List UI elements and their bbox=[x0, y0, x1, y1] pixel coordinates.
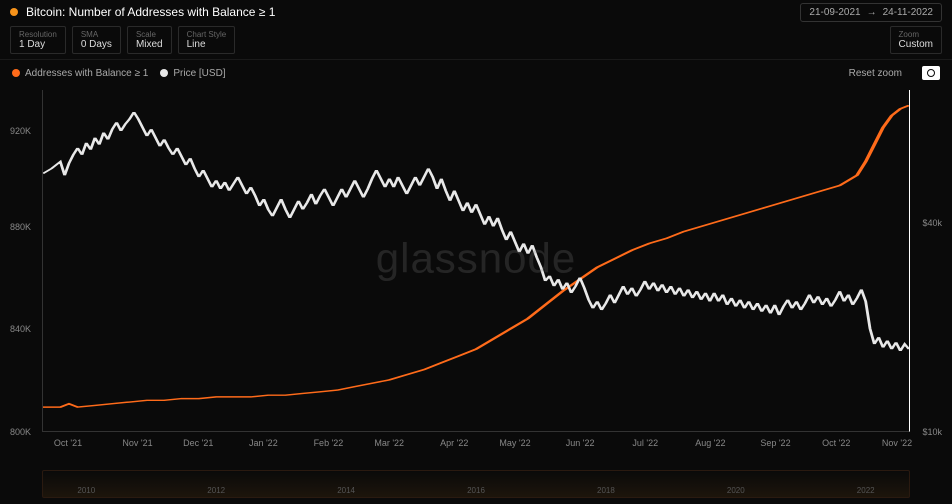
scale-dropdown[interactable]: Scale Mixed bbox=[127, 26, 172, 54]
controls-row: Resolution 1 Day SMA 0 Days Scale Mixed … bbox=[0, 24, 952, 60]
y-right-tick: $40k bbox=[922, 218, 942, 228]
date-to: 24-11-2022 bbox=[883, 7, 933, 18]
chart-style-dropdown[interactable]: Chart Style Line bbox=[178, 26, 236, 54]
x-tick: Jun '22 bbox=[566, 438, 595, 448]
nav-tick: 2022 bbox=[857, 486, 875, 495]
x-tick: Aug '22 bbox=[695, 438, 725, 448]
time-navigator[interactable]: 2010 2012 2014 2016 2018 2020 2022 bbox=[42, 470, 910, 498]
chart-title: Bitcoin: Number of Addresses with Balanc… bbox=[26, 5, 275, 19]
date-range-picker[interactable]: 21-09-2021 → 24-11-2022 bbox=[800, 3, 942, 22]
x-tick: Sep '22 bbox=[760, 438, 790, 448]
nav-tick: 2012 bbox=[207, 486, 225, 495]
series-price-line bbox=[43, 112, 909, 351]
reset-zoom-button[interactable]: Reset zoom bbox=[849, 68, 902, 79]
y-left-tick: 920K bbox=[10, 126, 31, 136]
x-tick: Apr '22 bbox=[440, 438, 468, 448]
x-tick: Oct '21 bbox=[54, 438, 82, 448]
nav-tick: 2020 bbox=[727, 486, 745, 495]
nav-tick: 2016 bbox=[467, 486, 485, 495]
screenshot-icon[interactable] bbox=[922, 66, 940, 80]
y-left-tick: 800K bbox=[10, 427, 31, 437]
arrow-right-icon: → bbox=[867, 7, 877, 18]
chart-svg bbox=[43, 90, 909, 431]
y-left-tick: 880K bbox=[10, 222, 31, 232]
x-tick: Nov '22 bbox=[882, 438, 912, 448]
chart-area: 800K 840K 880K 920K $10k $40k glassnode Oct … bbox=[10, 86, 942, 466]
zoom-dropdown[interactable]: Zoom Custom bbox=[890, 26, 942, 54]
plot-region[interactable]: glassnode bbox=[42, 90, 910, 432]
nav-tick: 2018 bbox=[597, 486, 615, 495]
x-tick: Jul '22 bbox=[632, 438, 658, 448]
x-tick: Oct '22 bbox=[822, 438, 850, 448]
swatch-white-icon bbox=[160, 69, 168, 77]
x-tick: Dec '21 bbox=[183, 438, 213, 448]
legend-row: Addresses with Balance ≥ 1 Price [USD] R… bbox=[0, 60, 952, 86]
series-addresses-line bbox=[43, 105, 909, 407]
sma-dropdown[interactable]: SMA 0 Days bbox=[72, 26, 121, 54]
legend-price[interactable]: Price [USD] bbox=[160, 68, 225, 79]
x-tick: Jan '22 bbox=[249, 438, 278, 448]
date-from: 21-09-2021 bbox=[809, 7, 860, 18]
y-left-tick: 840K bbox=[10, 324, 31, 334]
nav-tick: 2014 bbox=[337, 486, 355, 495]
header-bar: Bitcoin: Number of Addresses with Balanc… bbox=[0, 0, 952, 24]
x-tick: Mar '22 bbox=[374, 438, 404, 448]
nav-tick: 2010 bbox=[77, 486, 95, 495]
resolution-dropdown[interactable]: Resolution 1 Day bbox=[10, 26, 66, 54]
legend-addresses[interactable]: Addresses with Balance ≥ 1 bbox=[12, 68, 148, 79]
x-tick: Feb '22 bbox=[314, 438, 344, 448]
swatch-orange-icon bbox=[12, 69, 20, 77]
x-tick: Nov '21 bbox=[122, 438, 152, 448]
y-right-tick: $10k bbox=[922, 427, 942, 437]
bitcoin-dot-icon bbox=[10, 8, 18, 16]
x-tick: May '22 bbox=[499, 438, 530, 448]
